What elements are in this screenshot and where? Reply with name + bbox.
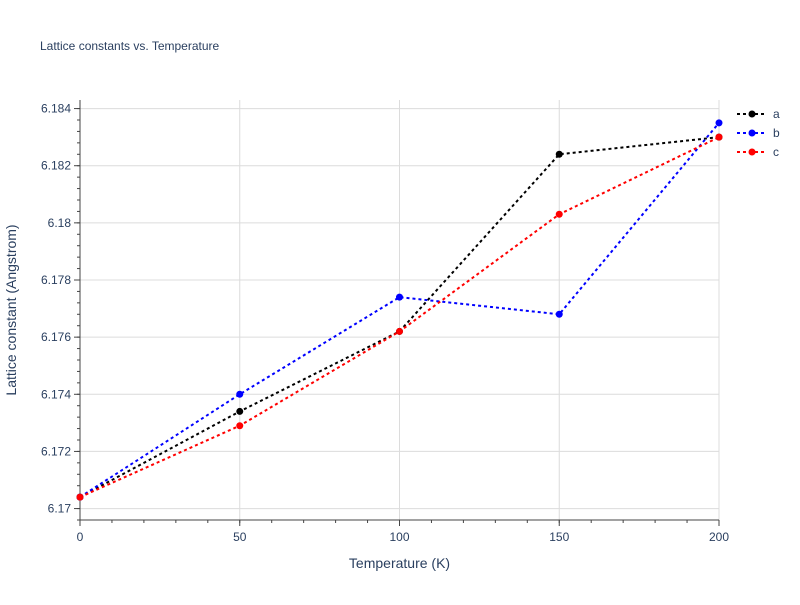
data-point-b [396,293,403,301]
x-tick-label: 150 [549,530,569,544]
legend-label-b: b [773,126,780,140]
legend-item-b[interactable]: b [737,126,780,140]
series-line-a [79,136,720,499]
x-tick-label: 200 [709,530,729,544]
y-tick-label: 6.184 [41,102,71,116]
legend[interactable]: abc [737,107,780,159]
data-point-b [715,119,723,127]
data-point-c [76,493,84,501]
x-axis-title: Temperature (K) [349,555,450,571]
x-tick-label: 0 [77,530,84,544]
y-tick-label: 6.17 [48,502,72,516]
legend-item-c[interactable]: c [737,145,779,159]
data-point-a [555,150,563,158]
series-line-b [79,122,720,498]
y-tick-label: 6.176 [41,330,71,344]
legend-label-c: c [773,145,779,159]
legend-item-a[interactable]: a [737,107,780,121]
y-tick-label: 6.172 [41,444,71,458]
legend-marker-c [748,148,756,156]
series-c [76,133,723,501]
legend-label-a: a [773,107,780,121]
data-point-c [396,327,403,335]
data-point-c [555,210,563,218]
data-point-a [236,407,244,415]
y-tick-label: 6.178 [41,273,71,287]
data-point-c [715,133,723,141]
gridlines [79,100,720,520]
x-tick-label: 100 [389,530,409,544]
legend-marker-a [748,110,756,118]
data-point-b [236,390,244,398]
data-point-b [555,310,563,318]
series-lines [76,119,723,501]
y-tick-label: 6.18 [48,216,72,230]
legend-marker-b [748,129,756,137]
ticks: 6.17 6.172 6.174 6.176 6.178 6.18 6.182 6.184 0 5… [41,102,729,544]
chart-title: Lattice constants vs. Temperature [40,39,220,53]
x-tick-label: 50 [233,530,247,544]
data-point-c [236,422,244,430]
y-axis-title: Lattice constant (Angstrom) [3,224,19,395]
y-tick-label: 6.182 [41,159,71,173]
y-tick-label: 6.174 [41,387,71,401]
